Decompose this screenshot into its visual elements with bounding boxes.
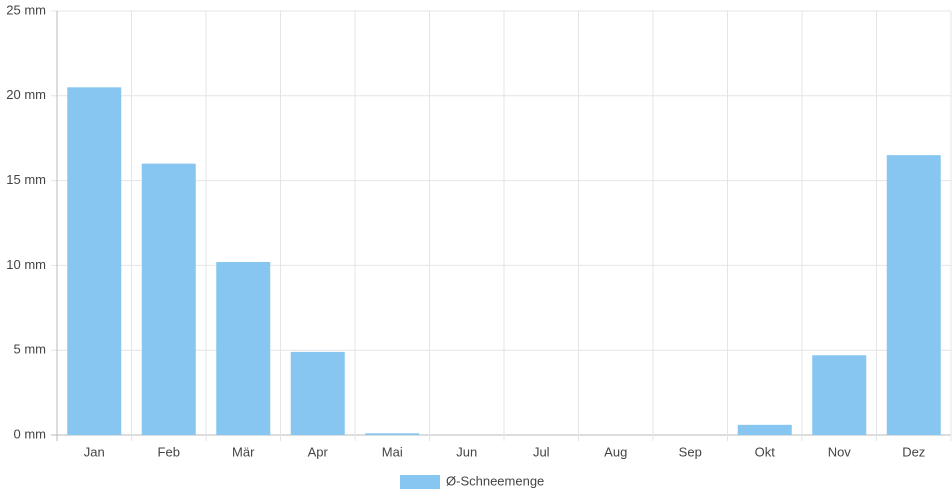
x-tick-label: Dez xyxy=(902,444,925,459)
y-tick-label: 0 mm xyxy=(14,426,47,441)
x-tick-label: Jul xyxy=(533,444,550,459)
bar xyxy=(141,163,196,435)
bar xyxy=(737,424,792,435)
x-tick-label: Mär xyxy=(232,444,255,459)
x-tick-label: Okt xyxy=(755,444,776,459)
x-tick-label: Mai xyxy=(382,444,403,459)
y-tick-label: 5 mm xyxy=(14,342,47,357)
x-tick-label: Apr xyxy=(308,444,329,459)
y-tick-label: 20 mm xyxy=(6,87,46,102)
y-tick-label: 25 mm xyxy=(6,2,46,17)
x-tick-label: Sep xyxy=(679,444,702,459)
bar xyxy=(67,87,122,435)
y-tick-label: 15 mm xyxy=(6,172,46,187)
y-tick-label: 10 mm xyxy=(6,257,46,272)
x-tick-label: Feb xyxy=(158,444,180,459)
bar xyxy=(365,433,420,435)
x-tick-label: Nov xyxy=(828,444,852,459)
bar xyxy=(216,262,271,435)
bar xyxy=(812,355,867,435)
x-tick-label: Jan xyxy=(84,444,105,459)
legend-swatch xyxy=(400,475,440,489)
bar xyxy=(290,351,345,435)
legend-label: Ø-Schneemenge xyxy=(446,473,544,488)
x-tick-label: Jun xyxy=(456,444,477,459)
bar xyxy=(886,155,941,435)
x-tick-label: Aug xyxy=(604,444,627,459)
